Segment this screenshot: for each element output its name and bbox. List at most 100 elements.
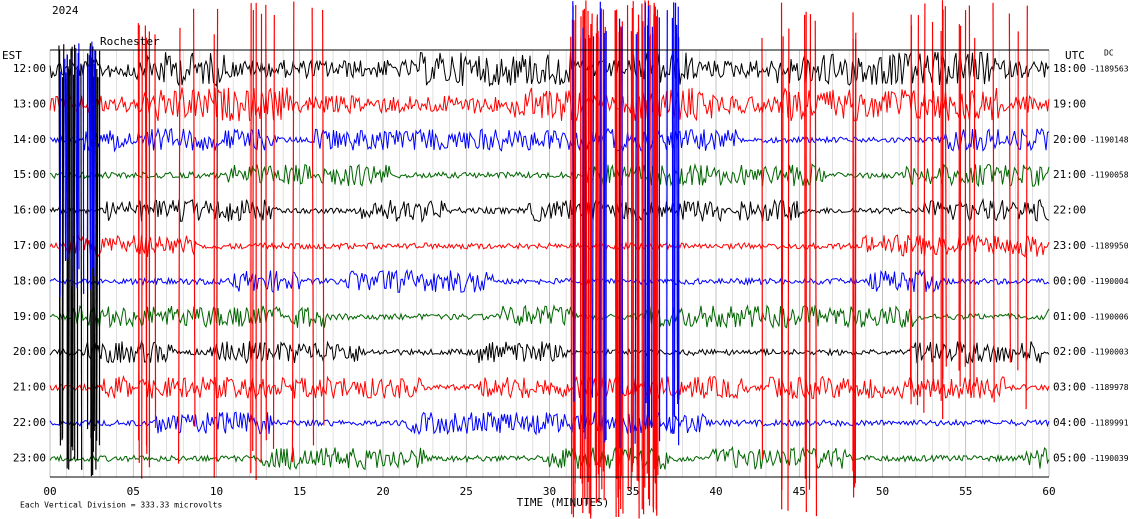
trace <box>49 127 1050 153</box>
spike <box>59 71 62 298</box>
spike <box>634 34 637 444</box>
spike <box>252 9 254 452</box>
spike <box>916 15 919 406</box>
x-tick-label: 55 <box>959 485 972 498</box>
offset-label: -1189991 <box>1090 419 1129 428</box>
x-tick-label: 60 <box>1042 485 1055 498</box>
offset-label: -1190039 <box>1090 454 1129 463</box>
spike <box>64 58 67 261</box>
x-tick-label: 40 <box>709 485 722 498</box>
utc-label: 22:00 <box>1053 204 1086 217</box>
spike <box>138 25 140 441</box>
spike <box>80 63 83 470</box>
spike <box>909 25 913 390</box>
spike <box>86 65 89 242</box>
est-label: 19:00 <box>13 310 46 323</box>
est-label: 21:00 <box>13 381 46 394</box>
right-note: DC <box>1104 49 1114 58</box>
spike <box>594 33 598 466</box>
spike <box>637 36 640 482</box>
spike <box>572 1 575 402</box>
x-tick-label: 00 <box>43 485 56 498</box>
spike <box>652 14 655 507</box>
est-label: 18:00 <box>13 274 46 287</box>
spike <box>573 20 576 484</box>
spike <box>923 3 926 413</box>
offset-label: -1189978 <box>1090 383 1129 392</box>
spike <box>787 28 790 511</box>
traces <box>49 0 1050 519</box>
est-label: 20:00 <box>13 345 46 358</box>
spike <box>595 17 598 478</box>
spike <box>626 5 629 490</box>
utc-label: 00:00 <box>1053 274 1086 287</box>
trace <box>49 197 1050 224</box>
spike <box>804 14 806 479</box>
utc-label: 04:00 <box>1053 416 1086 429</box>
est-label: 15:00 <box>13 168 46 181</box>
x-tick-label: 15 <box>293 485 306 498</box>
spike <box>91 41 94 269</box>
x-tick-label: 25 <box>460 485 473 498</box>
trace <box>49 163 1050 188</box>
spike <box>614 10 617 517</box>
spike <box>992 2 995 403</box>
est-label: 16:00 <box>13 204 46 217</box>
offset-label: -1189950 <box>1090 242 1129 251</box>
est-label: 23:00 <box>13 451 46 464</box>
spike <box>177 27 181 464</box>
spike <box>272 15 275 449</box>
spike <box>615 9 619 498</box>
spike <box>852 12 855 498</box>
spike <box>570 36 573 515</box>
x-tick-label: 20 <box>376 485 389 498</box>
utc-label: 01:00 <box>1053 310 1086 323</box>
spike <box>630 8 633 489</box>
utc-label: 23:00 <box>1053 239 1086 252</box>
offset-label: -1190058 <box>1090 171 1129 180</box>
x-tick-label: 30 <box>543 485 556 498</box>
spike <box>676 24 679 404</box>
spike <box>88 55 92 290</box>
utc-label: 19:00 <box>1053 97 1086 110</box>
labels: 00 05 10 15 20 25 30 35 40 45 50 55 60 12:00 18:00 -118… <box>13 62 1129 498</box>
spike <box>72 74 75 451</box>
spike <box>291 1 295 463</box>
spike <box>154 34 157 429</box>
right-title: UTC <box>1065 49 1085 62</box>
x-tick-label: 05 <box>127 485 140 498</box>
spike <box>579 16 582 462</box>
spike <box>944 6 947 367</box>
spike <box>591 36 595 398</box>
spike <box>590 13 593 519</box>
x-tick-label: 35 <box>626 485 639 498</box>
utc-label: 03:00 <box>1053 381 1086 394</box>
footer: Each Vertical Division = 333.33 microvol… <box>20 501 222 510</box>
spike <box>968 5 971 390</box>
trace <box>49 233 1050 258</box>
utc-label: 20:00 <box>1053 133 1086 146</box>
spike <box>973 37 976 398</box>
spike <box>311 7 315 446</box>
spike <box>642 21 645 515</box>
est-label: 12:00 <box>13 62 46 75</box>
spike <box>587 35 590 483</box>
est-label: 14:00 <box>13 133 46 146</box>
left-title: EST <box>2 49 22 62</box>
utc-label: 05:00 <box>1053 451 1086 464</box>
utc-label: 21:00 <box>1053 168 1086 181</box>
x-tick-label: 45 <box>793 485 806 498</box>
spike <box>96 77 99 441</box>
spike <box>637 14 640 519</box>
spike <box>585 0 588 505</box>
spike <box>808 14 812 490</box>
spike <box>603 32 606 443</box>
offset-label: -1190006 <box>1090 312 1129 321</box>
offset-label: -1190148 <box>1090 135 1129 144</box>
spike <box>931 21 934 391</box>
trace <box>49 87 1050 122</box>
utc-label: 02:00 <box>1053 345 1086 358</box>
spike <box>65 72 68 260</box>
spike <box>615 10 618 480</box>
